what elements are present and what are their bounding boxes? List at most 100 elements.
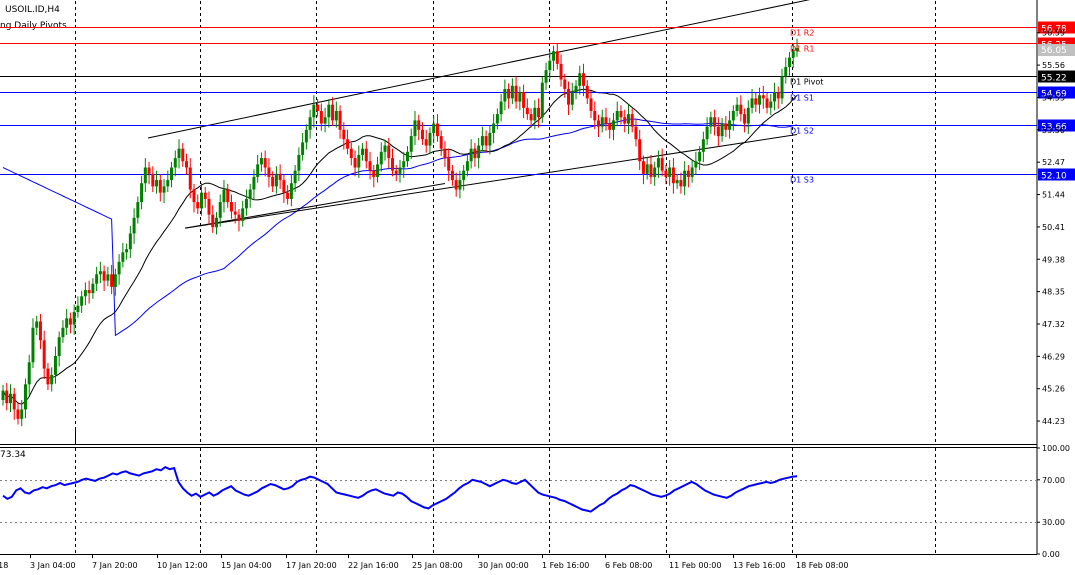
candle-bear: [623, 117, 627, 124]
candle-bull: [170, 167, 174, 181]
candle-bull: [510, 85, 514, 99]
candle-bull: [117, 261, 121, 275]
price-tick-label: 49.38: [1042, 255, 1065, 264]
candle-bull: [791, 51, 795, 58]
candle-bull: [289, 183, 293, 199]
candle-bull: [35, 321, 39, 328]
candle-bull: [80, 296, 84, 306]
candle-bear: [203, 192, 207, 199]
trendline: [184, 134, 798, 229]
price-tick-label: 56.59: [1042, 29, 1065, 38]
candle-bull: [462, 170, 466, 181]
candle-bull: [173, 158, 177, 168]
candle-bull: [136, 202, 140, 218]
candle-bear: [713, 117, 717, 127]
candle-bull: [274, 173, 278, 187]
candle-bear: [638, 139, 642, 162]
candle-bear: [319, 110, 323, 124]
candle-bear: [42, 340, 46, 369]
candle-bull: [769, 101, 773, 108]
candle-bear: [110, 274, 114, 287]
price-tick-label: 47.32: [1042, 320, 1065, 329]
candle-bull: [113, 274, 117, 287]
candle-bull: [728, 120, 732, 130]
candle-bear: [188, 167, 192, 190]
price-tag: 52.10: [1041, 172, 1067, 182]
candle-bear: [563, 79, 567, 89]
trendline: [184, 183, 446, 229]
candle-bull: [398, 167, 402, 174]
candle-bear: [420, 129, 424, 140]
candle-bull: [548, 60, 552, 71]
candle-bull: [656, 158, 660, 168]
candle-bear: [559, 63, 563, 80]
candle-bull: [458, 180, 462, 190]
candle-bull: [495, 114, 499, 124]
candle-bear: [473, 148, 477, 159]
candle-bull: [570, 92, 574, 105]
candle-bear: [761, 95, 765, 99]
time-axis: 2018 3 Jan 04:00 7 Jan 20:00 10 Jan 12:00 15…: [0, 554, 848, 570]
candle-bull: [65, 318, 69, 328]
candle-bull: [698, 151, 702, 162]
candle-bull: [222, 189, 226, 203]
candle-bull: [177, 148, 181, 159]
candle-bull: [357, 154, 361, 168]
close-tag: 56.05: [1041, 46, 1067, 56]
time-label: 15 Jan 04:00: [221, 561, 272, 570]
candle-bear: [102, 271, 106, 281]
candle-bull: [675, 180, 679, 184]
pivot-label: D1 S1: [790, 94, 814, 103]
candle-bear: [660, 158, 664, 171]
candle-bull: [72, 312, 76, 325]
time-label: 2018: [0, 561, 8, 570]
time-label: 22 Jan 16:00: [348, 561, 399, 570]
candle-bull: [76, 305, 80, 313]
candle-bear: [46, 368, 50, 385]
pivot-lines: D1 R2 D1 R1 D1 Pivot D1 S1 D1 S2 D1 S3: [0, 27, 1037, 185]
price-tick-label: 44.23: [1042, 417, 1065, 426]
candle-bull: [327, 104, 331, 118]
candle-bull: [200, 192, 203, 209]
candle-bull: [8, 393, 12, 404]
candle-bear: [450, 170, 454, 181]
candle-bull: [50, 374, 54, 385]
candle-bear: [237, 214, 241, 221]
rsi-tick-label: 30.00: [1042, 518, 1065, 527]
candle-bear: [417, 120, 421, 130]
candle-bear: [364, 148, 368, 162]
candle-bull: [488, 132, 492, 146]
rsi-tick-label: 100.00: [1042, 444, 1070, 453]
candle-bear: [316, 104, 320, 111]
candle-bear: [739, 104, 743, 115]
pivot-label: D1 S2: [790, 127, 814, 136]
candle-bear: [619, 110, 623, 118]
time-label: 11 Feb 00:00: [669, 561, 721, 570]
candle-bear: [649, 164, 653, 177]
candle-bull: [405, 151, 409, 162]
price-tick-label: 55.56: [1042, 61, 1065, 70]
candle-bear: [282, 180, 286, 193]
candle-bull: [574, 85, 578, 93]
candle-bull: [705, 126, 709, 140]
candle-bear: [484, 136, 488, 146]
candle-bear: [686, 170, 690, 177]
candle-bull: [91, 283, 95, 294]
candle-bear: [338, 110, 342, 130]
candle-bear: [278, 173, 282, 181]
candle-bull: [645, 164, 649, 174]
candle-bull: [409, 136, 413, 152]
trendlines: [147, 0, 811, 229]
candle-bear: [743, 114, 747, 124]
candle-bear: [267, 167, 271, 177]
candle-bull: [57, 337, 61, 357]
candle-bull: [23, 384, 27, 410]
time-label: 1 Feb 16:00: [542, 561, 589, 570]
candle-bull: [252, 176, 256, 190]
price-tag: 54.69: [1041, 90, 1067, 100]
candle-bull: [611, 120, 615, 130]
candle-bear: [5, 390, 9, 404]
pivot-label: D1 R2: [790, 29, 814, 38]
candle-bull: [626, 114, 630, 124]
